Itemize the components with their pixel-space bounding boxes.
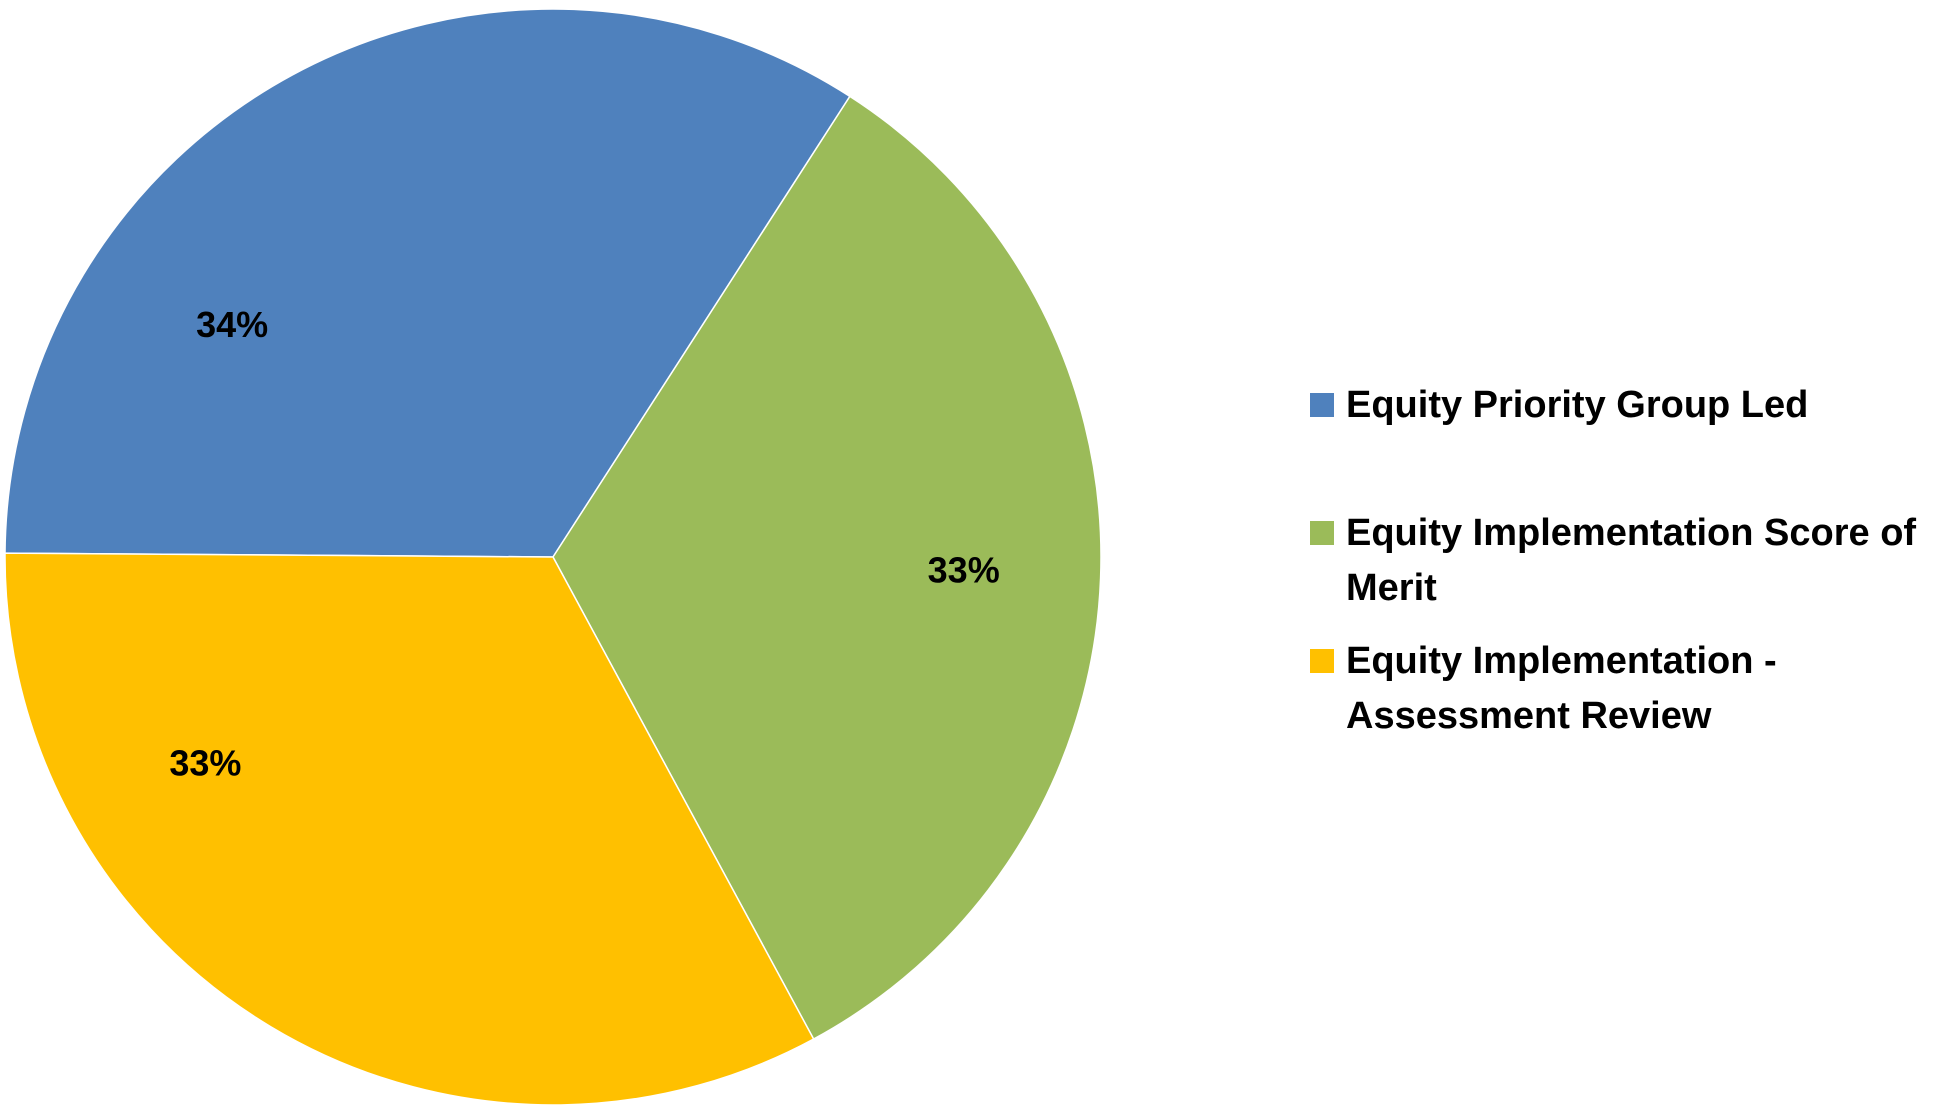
slice-data-label: 33%	[928, 549, 1000, 590]
legend-swatch-icon	[1310, 393, 1334, 417]
legend-label: Equity Priority Group Led	[1346, 384, 1809, 426]
pie-slice	[4, 8, 851, 558]
slice-data-label: 34%	[196, 304, 268, 345]
legend-label: Equity Implementation Score of Merit	[1346, 512, 1917, 609]
legend-swatch-icon	[1310, 649, 1334, 673]
legend-label: Equity Implementation - Assessment Revie…	[1346, 640, 1777, 737]
legend-item: Equity Priority Group Led	[1310, 378, 1935, 433]
legend-item: Equity Implementation - Assessment Revie…	[1310, 634, 1935, 744]
chart-legend: Equity Priority Group Led Equity Impleme…	[1310, 378, 1935, 744]
legend-swatch-icon	[1310, 521, 1334, 545]
slice-data-label: 33%	[169, 742, 241, 783]
pie-slice	[4, 552, 815, 1106]
pie-slice	[552, 95, 1102, 1041]
legend-item: Equity Implementation Score of Merit	[1310, 506, 1935, 616]
